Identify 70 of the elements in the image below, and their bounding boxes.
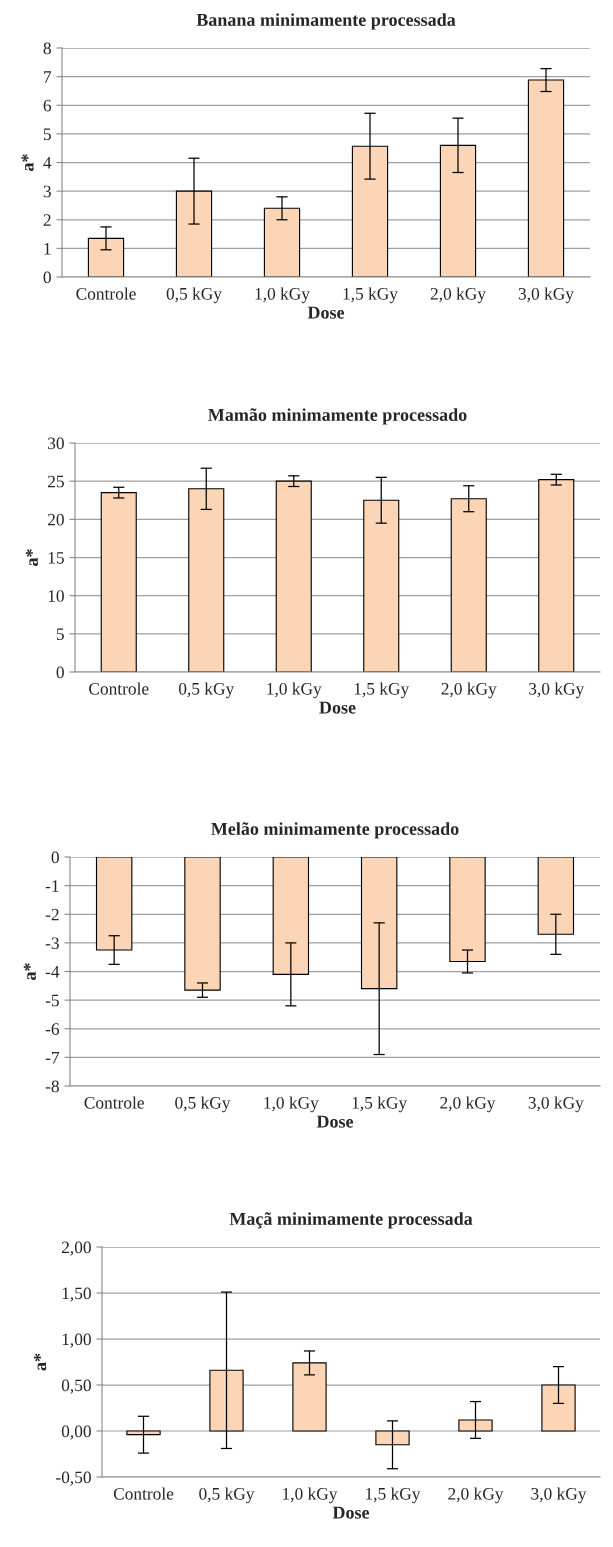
bar xyxy=(100,492,137,672)
y-tick-label: 6 xyxy=(43,99,52,112)
y-tick-label: 1,50 xyxy=(62,1287,91,1302)
y-tick-label: 5 xyxy=(56,628,64,641)
y-tick-label: 1 xyxy=(44,242,51,255)
y-tick-label: 10 xyxy=(48,590,64,602)
y-tick-label: -4 xyxy=(45,966,60,978)
bar xyxy=(275,480,312,672)
x-tick-label: Controle xyxy=(84,1096,144,1109)
y-tick-label: 2 xyxy=(43,214,51,226)
x-tick-label: 1,5 kGy xyxy=(352,1096,408,1113)
y-axis-title: a* xyxy=(21,154,34,171)
bar xyxy=(538,479,575,672)
x-tick-label: 1,0 kGy xyxy=(283,1487,338,1504)
y-tick-label: -6 xyxy=(45,1023,60,1035)
chart-title: Banana minimamente processada xyxy=(196,13,456,30)
x-tick-label: 3,0 kGy xyxy=(531,1487,587,1504)
y-axis-title: a* xyxy=(34,1353,47,1371)
y-tick-label: -0,50 xyxy=(56,1471,91,1486)
x-tick-label: 0,5 kGy xyxy=(178,682,235,699)
y-tick-label: 0 xyxy=(43,271,51,284)
x-tick-label: 2,0 kGy xyxy=(440,1096,496,1113)
y-tick-label: -5 xyxy=(45,994,59,1007)
y-tick-label: 20 xyxy=(47,513,64,526)
x-tick-label: 3,0 kGy xyxy=(528,1096,584,1113)
chart-title: Melão minimamente processado xyxy=(211,822,459,839)
y-tick-label: -3 xyxy=(45,937,59,950)
x-tick-label: 1,0 kGy xyxy=(255,287,310,304)
x-tick-label: Controle xyxy=(113,1487,174,1500)
x-tick-label: 0,5 kGy xyxy=(175,1096,231,1113)
y-tick-label: 4 xyxy=(43,157,52,169)
x-tick-label: 0,5 kGy xyxy=(166,287,222,304)
x-tick-label: 2,0 kGy xyxy=(441,682,497,699)
y-axis-title: a* xyxy=(23,963,36,980)
y-tick-label: 7 xyxy=(44,71,52,83)
y-tick-label: -1 xyxy=(45,880,59,892)
x-tick-label: 1,5 kGy xyxy=(366,1487,421,1504)
y-axis-title: a* xyxy=(25,549,38,566)
y-tick-label: -7 xyxy=(45,1052,60,1064)
x-tick-label: 2,0 kGy xyxy=(448,1487,504,1504)
y-tick-label: 0 xyxy=(56,666,64,679)
y-tick-label: -2 xyxy=(45,908,59,921)
y-tick-label: 2,00 xyxy=(61,1241,91,1256)
x-tick-label: 3,0 kGy xyxy=(518,287,574,304)
y-tick-label: 1,00 xyxy=(62,1333,91,1348)
x-tick-label: 1,0 kGy xyxy=(267,682,322,699)
x-axis-title: Dose xyxy=(332,1506,370,1519)
y-tick-label: 30 xyxy=(48,437,64,450)
chart-title: Maçã minimamente processada xyxy=(229,1212,473,1229)
x-axis-title: Dose xyxy=(307,306,345,319)
chart-title: Mamão minimamente processado xyxy=(208,408,467,425)
x-tick-label: Controle xyxy=(89,682,149,695)
x-tick-label: 0,5 kGy xyxy=(199,1487,255,1504)
y-tick-label: 15 xyxy=(48,552,64,564)
y-tick-label: 0 xyxy=(51,851,59,864)
y-tick-label: 25 xyxy=(47,475,64,488)
x-axis-title: Dose xyxy=(319,701,356,714)
x-tick-label: 1,5 kGy xyxy=(343,287,398,304)
y-tick-label: 0,50 xyxy=(61,1379,91,1394)
x-tick-label: 2,0 kGy xyxy=(430,287,486,304)
y-tick-label: 3 xyxy=(43,185,51,198)
x-tick-label: Controle xyxy=(76,287,136,300)
y-tick-label: -8 xyxy=(45,1080,59,1093)
y-tick-label: 8 xyxy=(43,42,51,55)
x-axis-title: Dose xyxy=(316,1115,354,1128)
x-tick-label: 1,5 kGy xyxy=(354,682,410,699)
y-tick-label: 5 xyxy=(43,128,51,141)
x-tick-label: 1,0 kGy xyxy=(264,1096,319,1113)
x-tick-label: 3,0 kGy xyxy=(529,682,585,699)
y-tick-label: 0,00 xyxy=(61,1425,91,1440)
